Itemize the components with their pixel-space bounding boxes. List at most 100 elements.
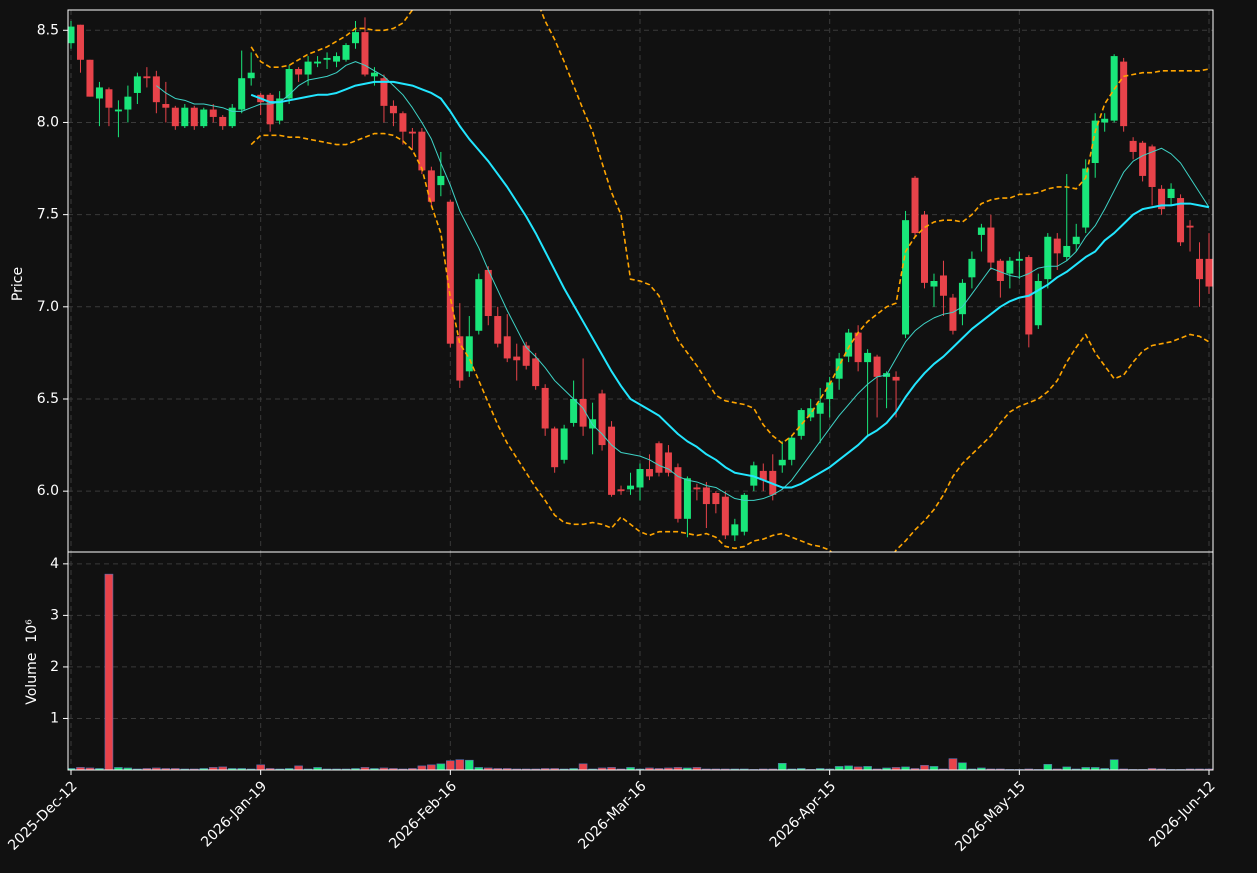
candle-body: [86, 59, 94, 97]
candle-body: [845, 332, 853, 357]
volume-bar: [796, 768, 806, 770]
candle-body: [579, 398, 587, 427]
volume-bar: [502, 768, 512, 770]
volume-bar: [569, 768, 578, 770]
volume-bar: [256, 764, 265, 770]
indicator-line: [250, 10, 1210, 445]
candle-body: [902, 220, 910, 335]
volume-axis-label: Volume 10⁶: [24, 619, 40, 705]
volume-bar: [664, 767, 673, 770]
candle-body: [105, 89, 113, 108]
volume-bar: [152, 767, 161, 770]
volume-label: Volume: [24, 653, 40, 705]
volume-bar: [265, 768, 275, 770]
volume-bar: [294, 765, 303, 770]
y-tick-label: 7.0: [37, 299, 59, 315]
candle-body: [162, 104, 170, 108]
volume-bar: [161, 768, 171, 770]
candle-body: [560, 428, 568, 460]
candle-body: [636, 469, 644, 488]
volume-bar: [123, 767, 133, 770]
candle-body: [133, 76, 141, 93]
volume-bar: [408, 768, 417, 770]
volume-bar: [777, 763, 787, 770]
candle-body: [1139, 142, 1147, 176]
candle-body: [418, 131, 426, 171]
candle-body: [427, 170, 435, 202]
candle-body: [1177, 198, 1185, 243]
candle-body: [731, 524, 739, 536]
volume-bar: [370, 768, 379, 770]
candle-body: [693, 487, 701, 490]
candle-body: [939, 275, 947, 296]
grid-layer: [68, 10, 1213, 770]
indicator-line: [250, 132, 1210, 552]
candle-body: [1148, 146, 1156, 187]
volume-bar: [436, 763, 446, 770]
candle-body: [778, 459, 786, 466]
candle-body: [380, 78, 388, 106]
candle-body: [664, 452, 672, 473]
candle-body: [465, 336, 473, 372]
volume-bar: [1100, 768, 1109, 770]
candle-body: [1101, 118, 1109, 123]
y-tick-label: 3: [50, 607, 59, 623]
volume-bar: [227, 768, 237, 770]
candle-body: [342, 45, 350, 60]
candle-body: [1186, 225, 1194, 228]
candle-body: [238, 78, 246, 110]
volume-bar: [550, 768, 559, 770]
candle-body: [295, 68, 303, 75]
volume-bar: [464, 759, 474, 770]
volume-bar: [237, 768, 246, 770]
candle-body: [143, 76, 151, 79]
candle-body: [987, 227, 995, 263]
y-tick-label: 2: [50, 659, 59, 675]
candle-body: [68, 26, 75, 44]
candle-body: [247, 72, 255, 79]
candle-body: [276, 98, 284, 121]
volume-bar: [958, 762, 967, 770]
volume-bar: [654, 768, 664, 770]
volume-bar: [863, 766, 872, 770]
volume-bar: [142, 768, 152, 770]
y-tick-label: 4: [50, 556, 59, 572]
candle-body: [285, 68, 293, 99]
candle-body: [835, 358, 843, 379]
candle-body: [370, 72, 378, 77]
volume-bar: [446, 760, 455, 770]
candle-body: [152, 76, 160, 103]
candle-body: [1129, 140, 1137, 152]
volume-bar: [493, 768, 503, 770]
candle-body: [1006, 260, 1014, 274]
candle-body: [949, 297, 957, 331]
candle-body: [788, 437, 796, 460]
candle-body: [1196, 258, 1204, 280]
candle-body: [807, 408, 815, 418]
candle-body: [721, 496, 729, 536]
volume-bar: [199, 768, 209, 770]
volume-bar: [920, 765, 929, 770]
candle-body: [114, 109, 122, 112]
volume-bar: [284, 768, 294, 770]
candle-body: [892, 376, 900, 381]
candle-body: [522, 345, 530, 366]
candle-body: [608, 426, 616, 495]
candle-body: [712, 493, 720, 505]
candle-body: [570, 398, 578, 423]
candle-body: [702, 487, 710, 505]
candle-body: [911, 177, 919, 234]
volume-bar: [379, 767, 389, 770]
volume-bar: [540, 768, 550, 770]
candle-body: [399, 113, 407, 132]
candle-body: [598, 393, 606, 446]
candle-body: [190, 107, 198, 127]
volume-bar: [1043, 764, 1053, 770]
volume-bar: [948, 758, 958, 770]
candle-body: [655, 443, 663, 473]
candle-body: [921, 214, 928, 283]
candle-body: [1072, 236, 1080, 245]
candle-body: [854, 332, 862, 363]
candle-body: [1120, 61, 1128, 127]
candle-body: [475, 279, 483, 331]
